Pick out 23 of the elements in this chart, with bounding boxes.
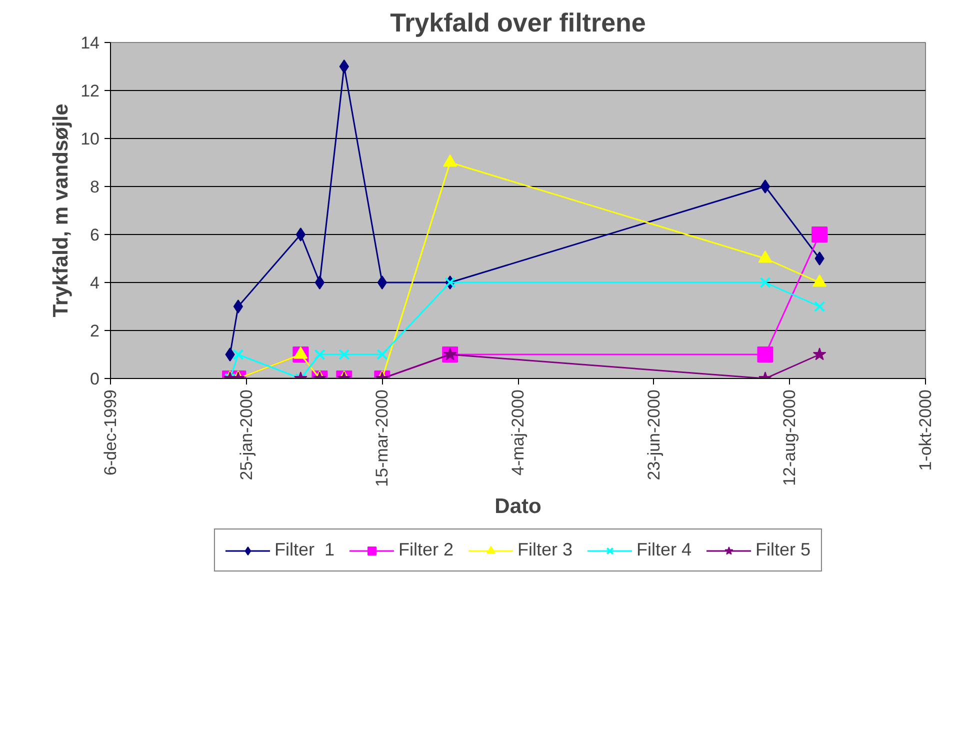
x-tick-label: 15-mar-2000: [372, 390, 392, 487]
x-tick-label: 6-dec-1999: [101, 389, 120, 476]
y-tick-label: 8: [90, 178, 100, 196]
y-tick-label: 2: [90, 322, 100, 340]
x-axis-title: Dato: [494, 494, 542, 518]
y-tick-label: 12: [80, 82, 100, 100]
y-axis-title: Trykfald, m vandsøjle: [50, 104, 73, 318]
legend-label: Filter 2: [398, 540, 454, 560]
x-tick-label: 25-jan-2000: [236, 389, 256, 480]
y-tick-label: 6: [90, 226, 100, 244]
x-tick-label: 23-jun-2000: [644, 389, 664, 480]
legend-label: Filter 3: [517, 540, 573, 560]
y-tick-label: 4: [90, 274, 100, 292]
y-tick-label: 14: [80, 34, 100, 52]
x-tick-label: 1-okt-2000: [916, 389, 935, 471]
legend-label: Filter 5: [756, 540, 811, 560]
y-tick-label: 0: [90, 370, 100, 388]
x-tick-label: 12-aug-2000: [780, 389, 800, 486]
y-tick-label: 10: [80, 130, 100, 148]
legend-label: Filter 4: [636, 540, 692, 560]
legend-label: Filter 1: [274, 540, 334, 560]
chart-title: Trykfald over filtrene: [390, 8, 646, 38]
x-tick-label: 4-maj-2000: [508, 389, 528, 476]
